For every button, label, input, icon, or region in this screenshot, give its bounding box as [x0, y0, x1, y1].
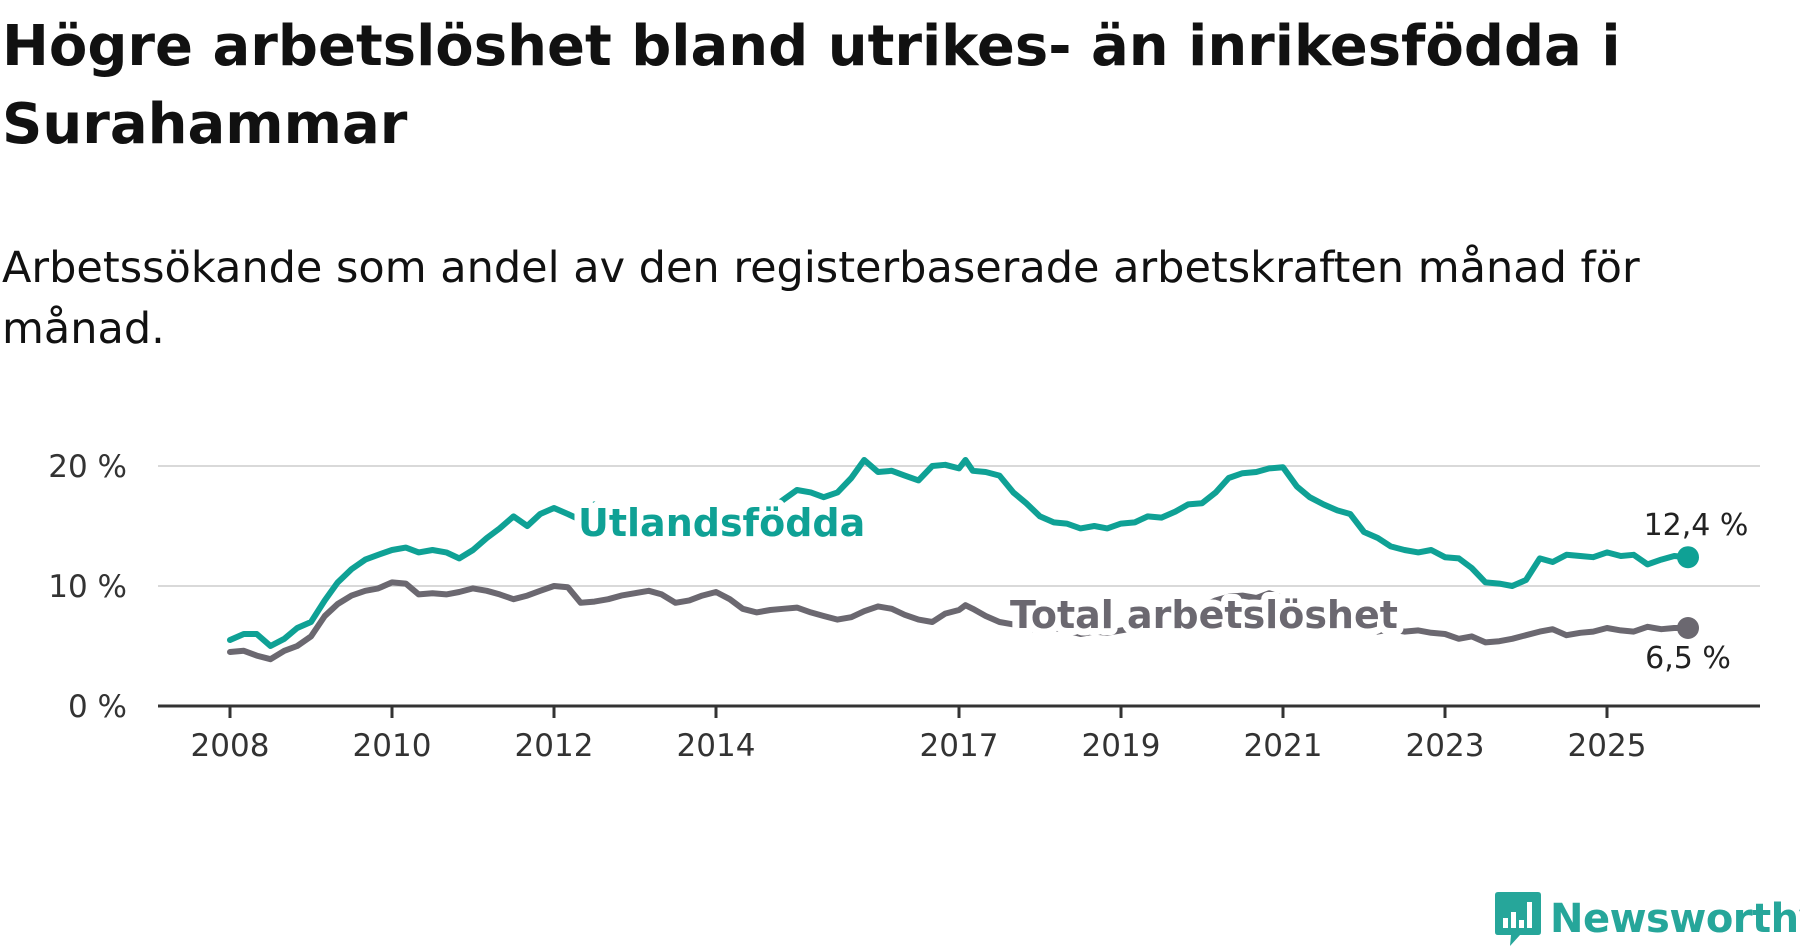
y-tick-label: 20 % [48, 449, 127, 485]
x-tick-label: 2023 [1406, 728, 1485, 764]
series-labels: 12,4 % 6,5 % Utlandsfödda Total arbetslöshe… [571, 494, 1749, 676]
x-tick-label: 2008 [191, 728, 270, 764]
end-value-label-total: 6,5 % [1645, 641, 1731, 676]
end-point-total [1677, 617, 1699, 639]
x-axis-ticks: 2008 2010 2012 2014 2017 2019 2021 2023 2025 [158, 704, 1760, 764]
chart-title: Högre arbetslöshet bland utrikes- än inr… [2, 14, 1621, 157]
series-line-utlandsfodda [227, 457, 1691, 649]
series-line-total [227, 579, 1691, 663]
gridlines [158, 465, 1760, 587]
chart-subtitle: Arbetssökande som andel av den registerb… [2, 243, 1640, 354]
x-tick-label: 2014 [677, 728, 756, 764]
end-point-utlandsfodda [1677, 546, 1699, 569]
x-tick-label: 2021 [1244, 728, 1323, 764]
y-tick-label: 0 % [68, 689, 127, 725]
x-tick-label: 2010 [353, 728, 432, 764]
bar-chart-icon [1495, 892, 1541, 946]
x-tick-label: 2012 [515, 728, 594, 764]
brand-name: Newsworthy [1550, 896, 1800, 942]
series-lines [227, 457, 1699, 663]
line-chart: 0 % 10 % 20 % 2008 2010 2012 2014 2017 2019 2021… [48, 449, 1760, 764]
y-axis-ticks: 0 % 10 % 20 % [48, 449, 127, 725]
series-label-utlandsfodda: Utlandsfödda [578, 501, 865, 545]
x-tick-label: 2025 [1568, 728, 1647, 764]
x-tick-label: 2017 [920, 728, 999, 764]
y-tick-label: 10 % [48, 569, 127, 605]
newsworthy-logo: Newsworthy [1494, 890, 1800, 948]
x-tick-label: 2019 [1082, 728, 1161, 764]
series-label-total: Total arbetslöshet [1010, 593, 1398, 637]
end-value-label-utlandsfodda: 12,4 % [1644, 508, 1749, 543]
